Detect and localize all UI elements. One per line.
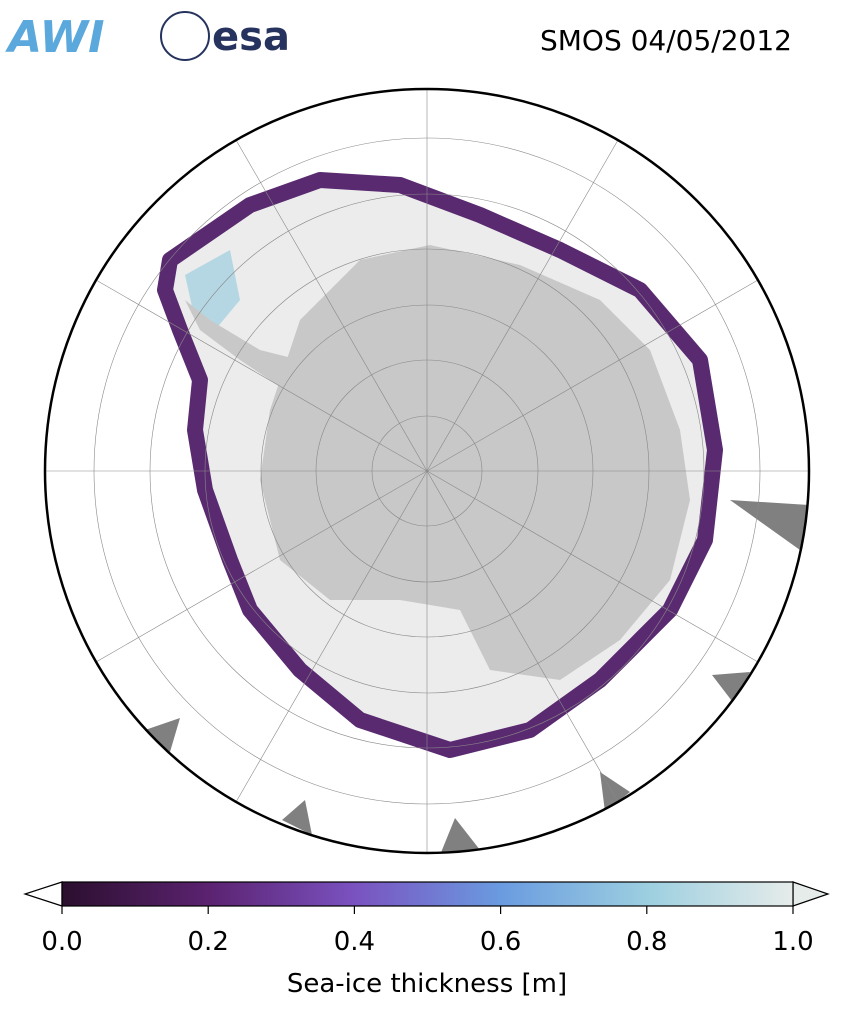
colorbar: 0.0 0.2 0.4 0.6 0.8 1.0	[23, 881, 830, 957]
colorbar-bar	[61, 881, 794, 907]
land	[730, 500, 809, 550]
graticule	[45, 89, 809, 853]
land	[145, 718, 180, 752]
awi-logo: AWI	[5, 12, 105, 63]
colorbar-tick-label: 0.8	[626, 927, 667, 957]
peninsula	[185, 300, 300, 390]
colorbar-tick-label: 1.0	[772, 927, 813, 957]
land	[282, 800, 312, 835]
colorbar-extend-high	[792, 881, 830, 907]
esa-emblem	[160, 11, 210, 61]
land	[440, 818, 480, 853]
map	[45, 89, 809, 853]
grid-meridian	[235, 139, 619, 803]
colorbar-tick-label: 0.4	[334, 927, 375, 957]
land	[600, 772, 630, 812]
colorbar-extend-low	[23, 881, 63, 907]
antarctica	[260, 245, 690, 680]
land	[712, 672, 750, 705]
map-border	[43, 87, 811, 855]
title: SMOS 04/05/2012	[540, 24, 792, 57]
colorbar-tick-label: 0.2	[188, 927, 229, 957]
colorbar-tick-label: 0.0	[41, 927, 82, 957]
colorbar-tick-label: 0.6	[480, 927, 521, 957]
colorbar-label: Sea-ice thickness [m]	[287, 969, 567, 999]
thin-ice	[185, 250, 240, 330]
esa-logo: esa	[212, 14, 290, 60]
